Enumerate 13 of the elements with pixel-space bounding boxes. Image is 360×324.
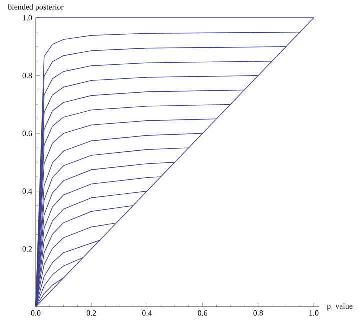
y-tick-label: 1.0: [23, 15, 32, 21]
x-tick-label: 1.0: [310, 310, 319, 316]
x-tick-label: 0.2: [86, 310, 96, 316]
x-tick-label: 0.4: [142, 310, 152, 316]
x-axis-title: p−value: [327, 303, 353, 311]
x-tick-label: 0.0: [31, 310, 41, 316]
x-tick-label: 0.6: [198, 310, 208, 316]
y-tick-label: 0.6: [22, 130, 32, 136]
x-tick-label: 0.8: [254, 310, 264, 316]
y-tick-label: 0.4: [22, 188, 32, 194]
y-tick-label: 0.2: [22, 246, 32, 252]
y-tick-label: 0.8: [22, 73, 32, 79]
y-axis-title: blended posterior: [8, 4, 64, 12]
